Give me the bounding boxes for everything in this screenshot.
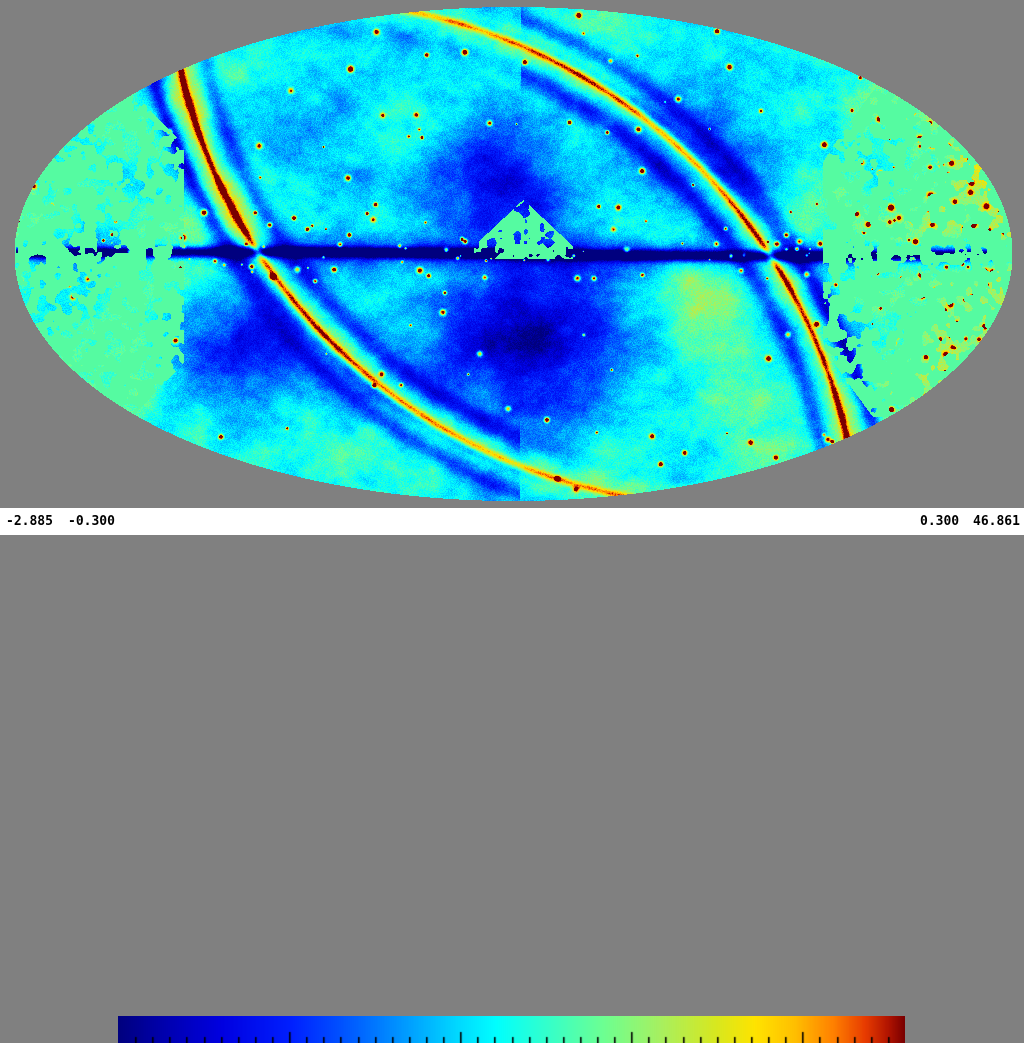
colorbar-label-min: -2.885 [6,514,53,529]
sky-map-panel [0,0,1024,508]
colorbar-label-low: -0.300 [68,514,115,529]
all-sky-map-image [0,0,1024,508]
colorbar-label-max: 46.861 [973,514,1020,529]
colorbar-gradient [118,1016,905,1043]
colorbar[interactable] [118,1016,905,1043]
colorbar-strip: -2.885 -0.300 0.300 46.861 [0,508,1024,1043]
colorbar-label-high: 0.300 [920,514,960,529]
